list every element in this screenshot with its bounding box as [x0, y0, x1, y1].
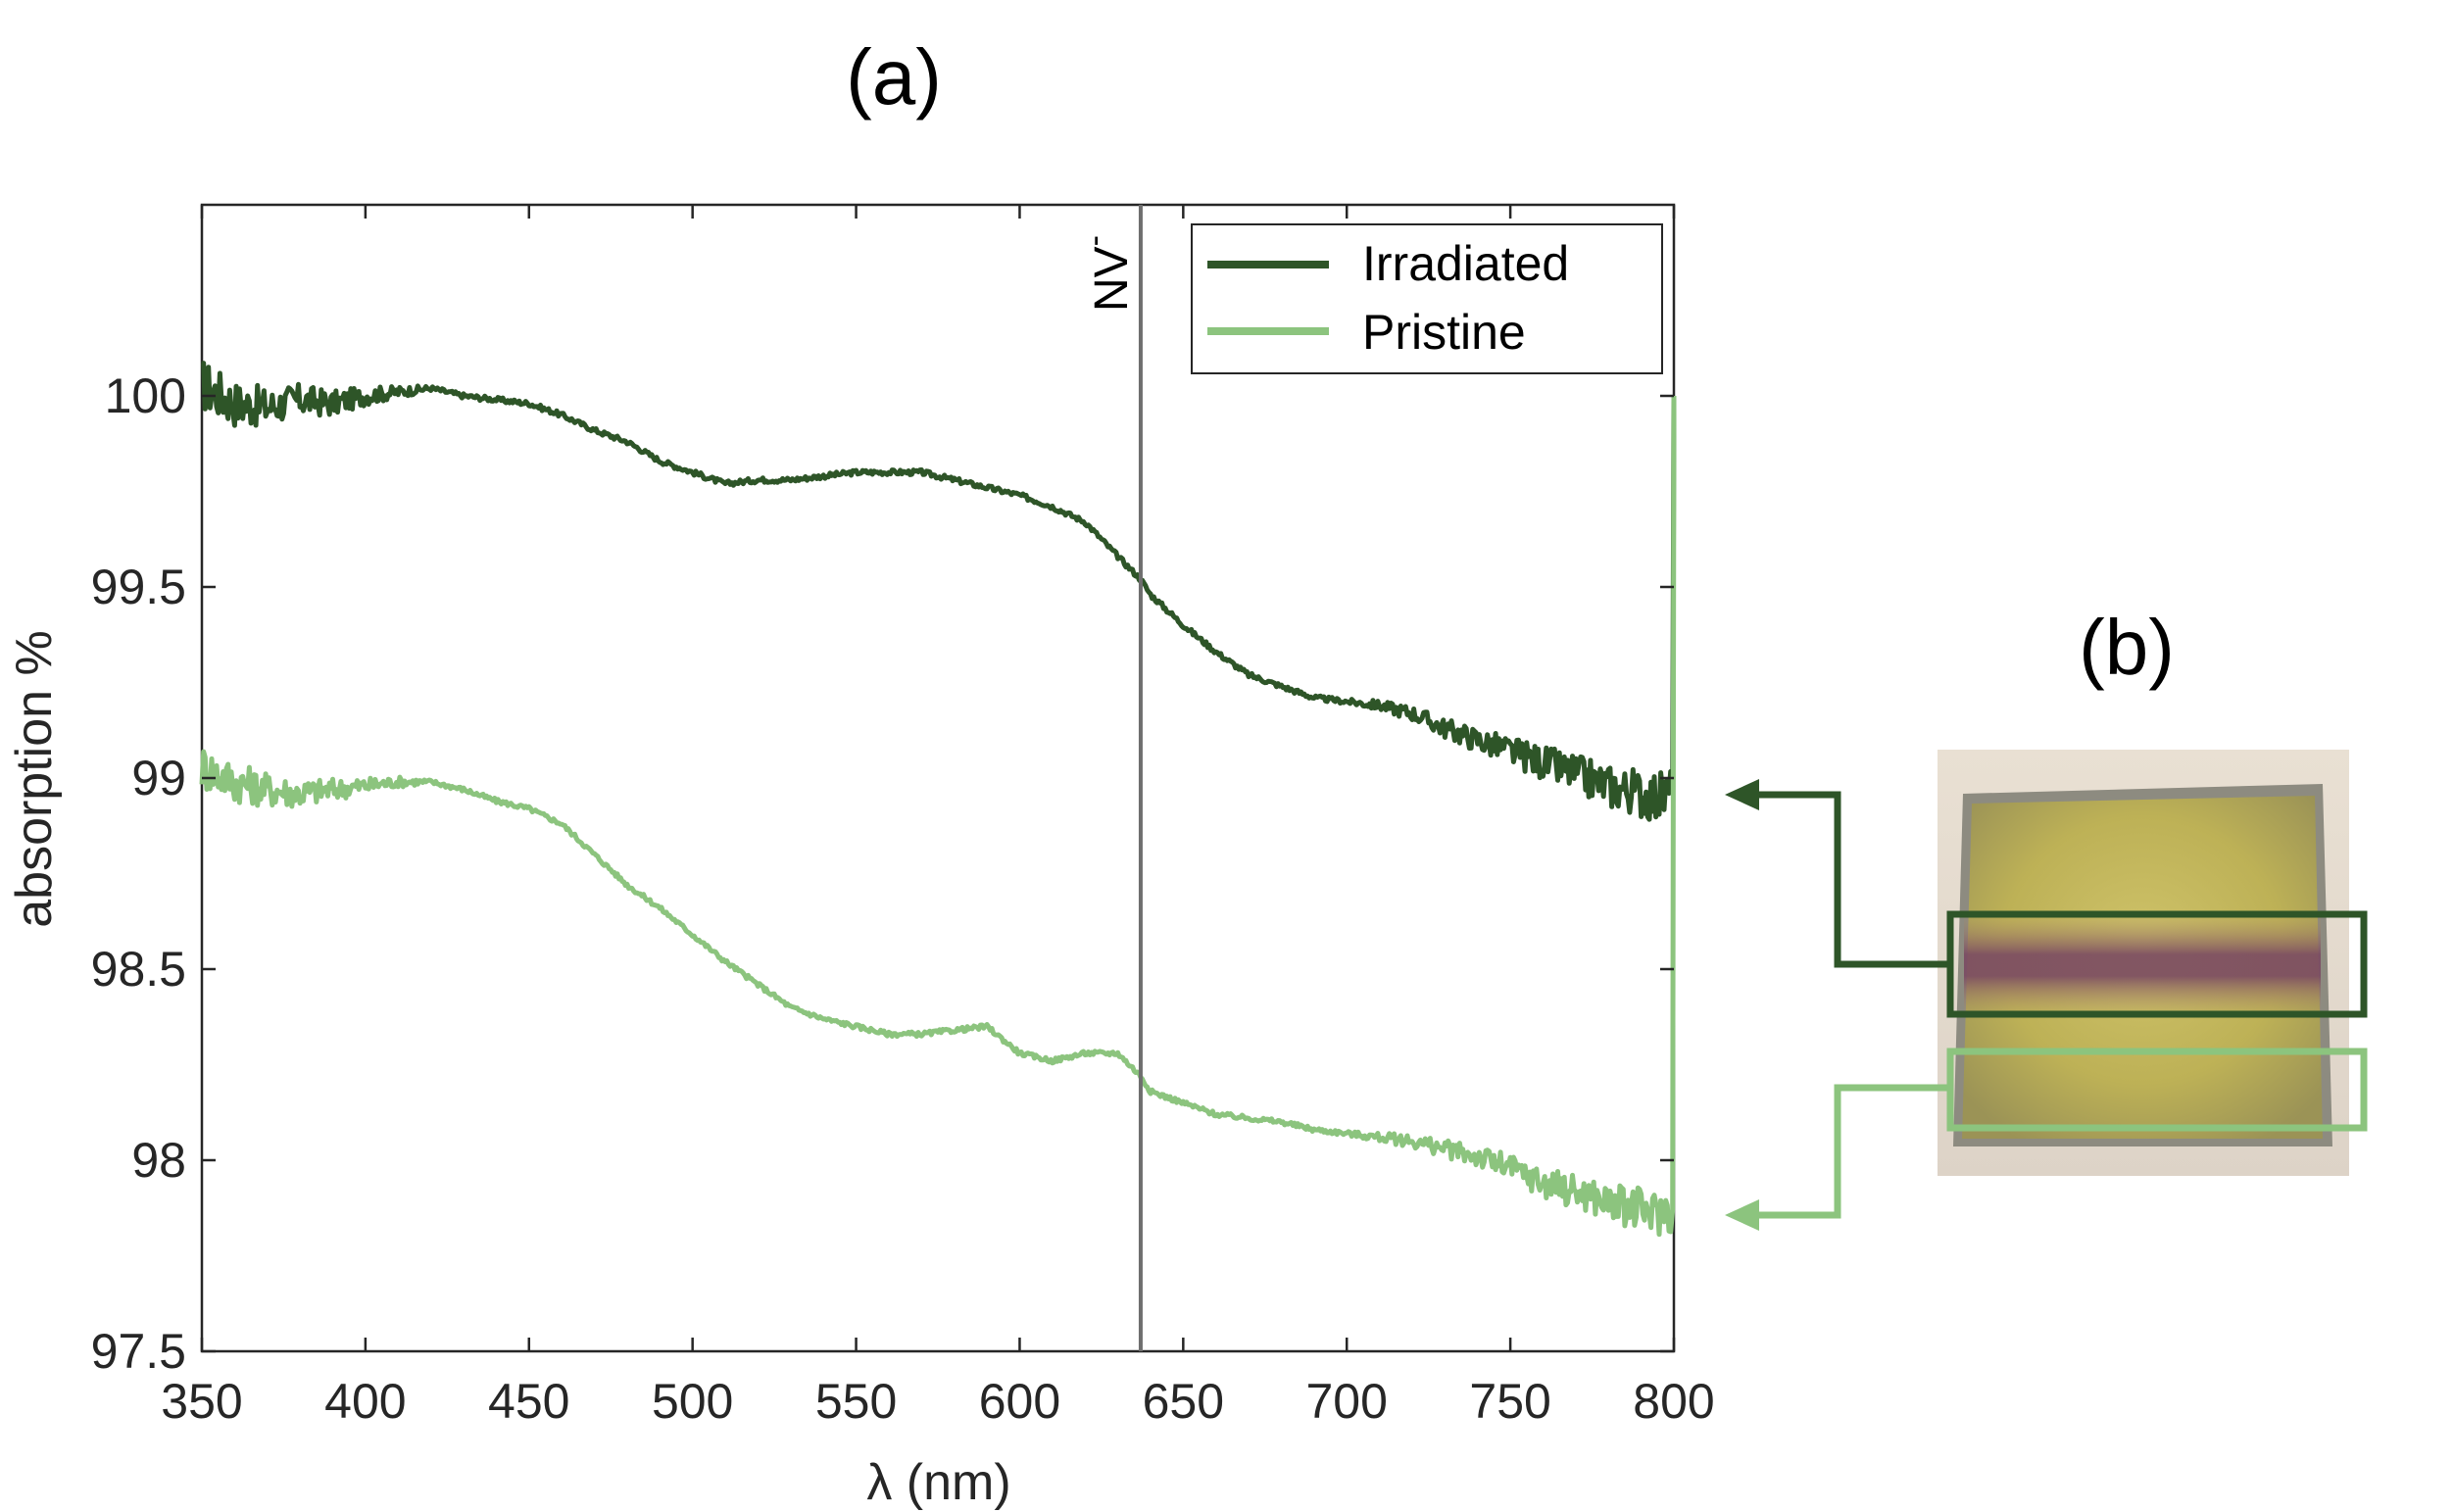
- plot-frame: [200, 203, 1676, 1353]
- y-axis-label: absorption %: [6, 630, 63, 928]
- sample-photo: [1938, 750, 2349, 1176]
- pristine-connector: [1725, 1084, 1950, 1231]
- pristine-connector-line: [1742, 1084, 1950, 1219]
- x-tick-label: 750: [1469, 1374, 1550, 1429]
- x-ticks: 350 400 450 500 550 600 650 700 750 800: [161, 205, 1715, 1429]
- y-tick-label: 100: [105, 368, 186, 423]
- panel-label-a: (a): [846, 33, 942, 121]
- plot-area: 350 400 450 500 550 600 650 700 750 800 97.5 98 98.…: [91, 203, 1715, 1429]
- irradiated-arrowhead: [1725, 779, 1759, 810]
- nv-annotation: NV-: [1076, 235, 1138, 312]
- nv-label-main: NV: [1086, 246, 1138, 312]
- x-tick-label: 550: [815, 1374, 897, 1429]
- series-layer: [199, 361, 1677, 1238]
- legend-box: [1191, 223, 1663, 374]
- sample-band: [1964, 911, 2321, 1019]
- y-tick-label: 99: [131, 751, 186, 805]
- x-tick-label: 800: [1633, 1374, 1714, 1429]
- y-ticks: 97.5 98 98.5 99 99.5 100: [91, 368, 1674, 1379]
- x-tick-label: 400: [324, 1374, 406, 1429]
- series-line-pristine: [199, 395, 1677, 1238]
- nv-label-sup: -: [1076, 235, 1113, 246]
- legend: Irradiated Pristine: [1191, 223, 1663, 374]
- pristine-arrowhead: [1725, 1199, 1759, 1231]
- irradiated-connector: [1725, 779, 1950, 968]
- y-tick-label: 98.5: [91, 942, 186, 997]
- y-tick-label: 98: [131, 1133, 186, 1188]
- irradiated-connector-line: [1742, 791, 1950, 968]
- x-tick-label: 350: [161, 1374, 242, 1429]
- x-tick-label: 700: [1306, 1374, 1388, 1429]
- legend-label-irradiated: Irradiated: [1362, 236, 1569, 291]
- x-tick-label: 450: [488, 1374, 569, 1429]
- nv-label: NV-: [1076, 235, 1138, 312]
- x-tick-label: 600: [979, 1374, 1060, 1429]
- series-line-irradiated: [201, 361, 1677, 822]
- legend-label-pristine: Pristine: [1362, 305, 1526, 360]
- y-tick-label: 97.5: [91, 1324, 186, 1379]
- x-axis-label: λ (nm): [866, 1454, 1010, 1511]
- y-tick-label: 99.5: [91, 560, 186, 614]
- x-tick-label: 650: [1143, 1374, 1224, 1429]
- x-tick-label: 500: [652, 1374, 733, 1429]
- panel-label-b: (b): [2079, 604, 2175, 691]
